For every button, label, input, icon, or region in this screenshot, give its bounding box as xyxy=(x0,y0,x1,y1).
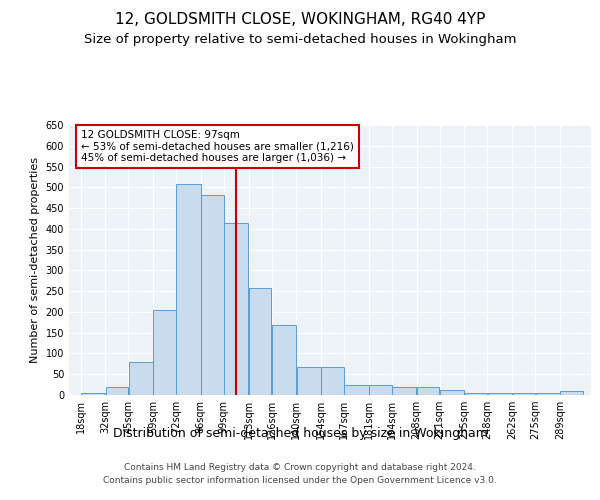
Bar xyxy=(417,386,439,395)
Bar xyxy=(344,384,368,395)
Bar xyxy=(440,390,464,395)
Bar xyxy=(272,325,296,395)
Bar xyxy=(81,393,105,395)
Bar xyxy=(201,195,224,395)
Bar xyxy=(322,367,344,395)
Bar xyxy=(392,386,416,395)
Bar xyxy=(560,391,583,395)
Bar xyxy=(369,384,392,395)
Bar xyxy=(128,362,153,395)
Text: Size of property relative to semi-detached houses in Wokingham: Size of property relative to semi-detach… xyxy=(84,32,516,46)
Text: Contains public sector information licensed under the Open Government Licence v3: Contains public sector information licen… xyxy=(103,476,497,485)
Bar xyxy=(249,288,271,395)
Bar xyxy=(536,393,560,395)
Text: Distribution of semi-detached houses by size in Wokingham: Distribution of semi-detached houses by … xyxy=(113,428,487,440)
Bar xyxy=(154,310,176,395)
Text: 12, GOLDSMITH CLOSE, WOKINGHAM, RG40 4YP: 12, GOLDSMITH CLOSE, WOKINGHAM, RG40 4YP xyxy=(115,12,485,28)
Bar xyxy=(296,367,321,395)
Bar xyxy=(512,393,535,395)
Text: 12 GOLDSMITH CLOSE: 97sqm
← 53% of semi-detached houses are smaller (1,216)
45% : 12 GOLDSMITH CLOSE: 97sqm ← 53% of semi-… xyxy=(82,130,354,163)
Bar xyxy=(488,393,512,395)
Bar xyxy=(106,386,128,395)
Bar xyxy=(176,184,200,395)
Bar xyxy=(465,393,487,395)
Text: Contains HM Land Registry data © Crown copyright and database right 2024.: Contains HM Land Registry data © Crown c… xyxy=(124,462,476,471)
Bar xyxy=(224,222,248,395)
Y-axis label: Number of semi-detached properties: Number of semi-detached properties xyxy=(30,157,40,363)
